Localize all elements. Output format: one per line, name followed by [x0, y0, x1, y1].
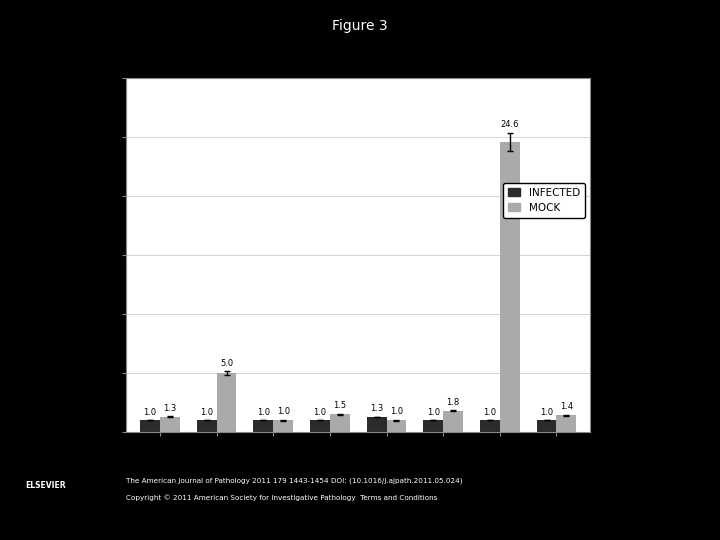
Text: 1.0: 1.0	[257, 408, 270, 417]
Text: 1.0: 1.0	[143, 408, 157, 417]
Bar	[500, 142, 520, 432]
Text: 1.0: 1.0	[427, 408, 440, 417]
Text: 1.3: 1.3	[370, 404, 383, 413]
Bar	[217, 373, 236, 432]
Y-axis label: Normalized Fold Expression: Normalized Fold Expression	[76, 174, 89, 336]
Text: 1.5: 1.5	[333, 401, 346, 410]
Bar	[387, 420, 406, 432]
Bar	[253, 420, 274, 432]
Text: 1.8: 1.8	[446, 397, 459, 407]
Bar	[274, 420, 293, 432]
Text: 5.0: 5.0	[220, 359, 233, 368]
Bar	[366, 417, 387, 432]
Bar	[536, 420, 557, 432]
Text: 1.3: 1.3	[163, 403, 176, 413]
Bar	[330, 414, 350, 432]
Text: 1.0: 1.0	[483, 408, 496, 417]
Text: 1.0: 1.0	[540, 408, 553, 417]
Text: 1.0: 1.0	[200, 408, 213, 417]
Legend: INFECTED, MOCK: INFECTED, MOCK	[503, 183, 585, 218]
Bar	[423, 420, 443, 432]
Text: 24.6: 24.6	[500, 120, 519, 129]
Text: 1.0: 1.0	[276, 407, 289, 416]
Title: Fibulin-2 ECM Binding Partners: Fibulin-2 ECM Binding Partners	[236, 60, 480, 75]
Text: 1.4: 1.4	[559, 402, 573, 411]
Text: The American Journal of Pathology 2011 179 1443-1454 DOI: (10.1016/j.ajpath.2011: The American Journal of Pathology 2011 1…	[126, 478, 462, 484]
Bar	[480, 420, 500, 432]
Text: 1.0: 1.0	[313, 408, 327, 417]
Bar	[197, 420, 217, 432]
Text: 1.0: 1.0	[390, 407, 403, 416]
Bar	[557, 415, 576, 432]
Bar	[443, 411, 463, 432]
Bar	[310, 420, 330, 432]
Text: Copyright © 2011 American Society for Investigative Pathology  Terms and Conditi: Copyright © 2011 American Society for In…	[126, 494, 437, 501]
Text: ELSEVIER: ELSEVIER	[25, 482, 66, 490]
Text: Figure 3: Figure 3	[332, 19, 388, 33]
Bar	[160, 417, 180, 432]
Bar	[140, 420, 160, 432]
